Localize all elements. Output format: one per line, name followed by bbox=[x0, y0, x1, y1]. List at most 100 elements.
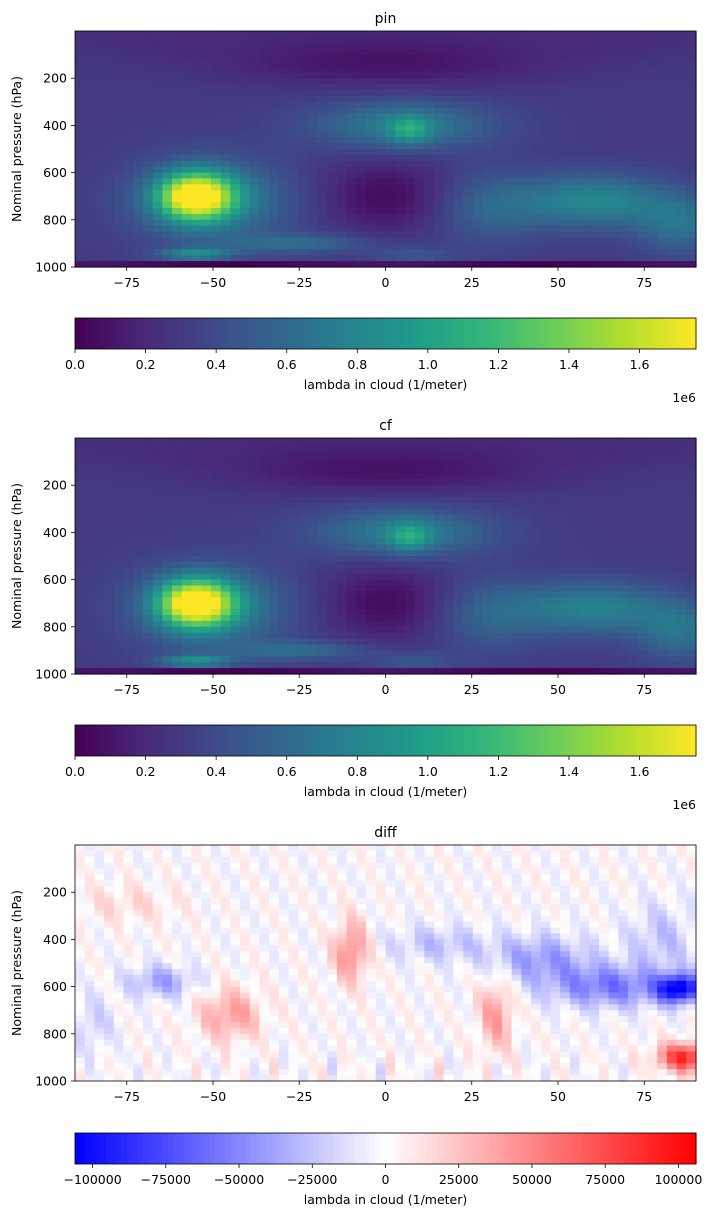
heatmap-cell bbox=[501, 632, 513, 640]
heatmap-cell bbox=[395, 95, 406, 103]
heatmap-cell bbox=[608, 172, 619, 180]
heatmap-cell bbox=[463, 225, 474, 233]
heatmap-cell bbox=[598, 190, 610, 197]
heatmap-cell bbox=[443, 54, 455, 62]
heatmap-cell bbox=[336, 603, 348, 610]
heatmap-cell bbox=[647, 438, 658, 445]
heatmap-cell bbox=[472, 455, 484, 463]
heatmap-cell bbox=[560, 137, 571, 144]
colorbar-step bbox=[137, 318, 143, 349]
heatmap-cell bbox=[395, 508, 406, 516]
heatmap-cell bbox=[249, 166, 260, 174]
heatmap-cell bbox=[259, 261, 270, 268]
heatmap-cell bbox=[453, 485, 464, 492]
heatmap-cell bbox=[259, 573, 270, 581]
heatmap-cell bbox=[259, 143, 270, 150]
heatmap-cell bbox=[511, 78, 522, 85]
heatmap-cell bbox=[579, 591, 590, 598]
heatmap-cell bbox=[191, 101, 202, 109]
heatmap-cell bbox=[249, 567, 260, 575]
heatmap-cell bbox=[395, 443, 406, 451]
heatmap-cell bbox=[569, 66, 581, 73]
heatmap-cell bbox=[366, 561, 377, 569]
heatmap-cell bbox=[521, 42, 532, 50]
heatmap-cell bbox=[550, 249, 561, 256]
heatmap-cell bbox=[443, 137, 455, 144]
heatmap-cell bbox=[589, 213, 600, 221]
heatmap-cell bbox=[94, 603, 105, 610]
x-tick-label: −25 bbox=[286, 275, 312, 290]
heatmap-cell bbox=[424, 131, 435, 138]
heatmap-cell bbox=[453, 113, 464, 121]
heatmap-cell bbox=[598, 78, 610, 85]
heatmap-cell bbox=[686, 202, 697, 209]
heatmap-cell bbox=[366, 467, 377, 474]
heatmap-cell bbox=[298, 261, 309, 268]
heatmap-cell bbox=[482, 597, 493, 604]
heatmap-cell bbox=[75, 225, 86, 233]
heatmap-cell bbox=[75, 461, 86, 469]
heatmap-cell bbox=[181, 113, 193, 121]
heatmap-cell bbox=[647, 502, 658, 510]
heatmap-cell bbox=[239, 90, 251, 97]
heatmap-cell bbox=[269, 95, 280, 103]
heatmap-cell bbox=[686, 208, 697, 215]
heatmap-cell bbox=[424, 225, 435, 233]
heatmap-cell bbox=[181, 632, 193, 640]
heatmap-cell bbox=[307, 243, 319, 250]
heatmap-cell bbox=[550, 66, 561, 73]
heatmap-cell bbox=[239, 154, 251, 162]
heatmap-cell bbox=[191, 550, 202, 557]
heatmap-cell bbox=[356, 538, 367, 545]
heatmap-cell bbox=[346, 479, 357, 486]
heatmap-cell bbox=[628, 219, 639, 227]
heatmap-cell bbox=[434, 626, 445, 634]
heatmap-cell bbox=[172, 591, 183, 598]
heatmap-cell bbox=[550, 36, 561, 44]
heatmap-cell bbox=[647, 149, 658, 156]
heatmap-cell bbox=[230, 213, 241, 221]
heatmap-cell bbox=[307, 154, 319, 162]
heatmap-cell bbox=[210, 626, 222, 634]
heatmap-cell bbox=[540, 131, 552, 138]
heatmap-cell bbox=[531, 31, 542, 38]
heatmap-cell bbox=[569, 172, 581, 180]
heatmap-cell bbox=[676, 154, 687, 162]
heatmap-cell bbox=[414, 36, 425, 44]
heatmap-cell bbox=[482, 231, 493, 239]
heatmap-cell bbox=[249, 48, 260, 56]
heatmap-cell bbox=[482, 137, 493, 144]
heatmap-cell bbox=[75, 261, 86, 268]
heatmap-cell bbox=[550, 107, 561, 115]
heatmap-cell bbox=[531, 255, 542, 262]
heatmap-cell bbox=[181, 497, 193, 504]
heatmap-cell bbox=[637, 473, 649, 480]
heatmap-cell bbox=[220, 615, 231, 622]
heatmap-cell bbox=[356, 160, 367, 168]
heatmap-cell bbox=[569, 514, 581, 522]
heatmap-cell bbox=[453, 443, 464, 451]
heatmap-cell bbox=[75, 620, 86, 628]
heatmap-cell bbox=[463, 538, 474, 545]
heatmap-cell bbox=[424, 550, 435, 557]
heatmap-cell bbox=[172, 202, 183, 209]
heatmap-cell bbox=[298, 54, 309, 62]
heatmap-cell bbox=[618, 119, 629, 126]
heatmap-cell bbox=[75, 166, 86, 174]
heatmap-cell bbox=[210, 72, 222, 79]
heatmap-cell bbox=[220, 597, 231, 604]
heatmap-cell bbox=[666, 54, 678, 62]
heatmap-cell bbox=[598, 125, 610, 132]
heatmap-cell bbox=[560, 609, 571, 616]
heatmap-cell bbox=[540, 101, 552, 109]
heatmap-cell bbox=[84, 455, 95, 463]
heatmap-cell bbox=[230, 184, 241, 191]
heatmap-cell bbox=[191, 113, 202, 121]
heatmap-cell bbox=[239, 491, 251, 498]
heatmap-cell bbox=[521, 172, 532, 180]
heatmap-cell bbox=[288, 550, 299, 557]
heatmap-cell bbox=[317, 455, 328, 463]
heatmap-cell bbox=[686, 143, 697, 150]
heatmap-cell bbox=[201, 101, 212, 109]
heatmap-cell bbox=[666, 438, 678, 445]
